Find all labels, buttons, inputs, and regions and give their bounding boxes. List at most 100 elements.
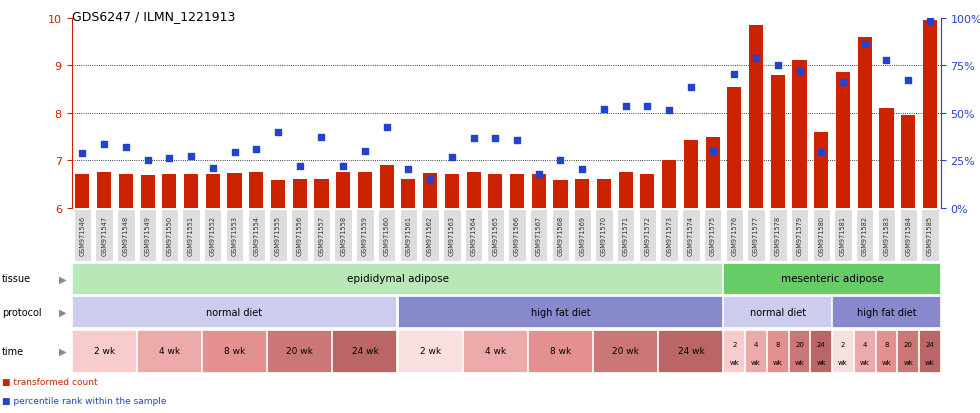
FancyBboxPatch shape — [421, 210, 439, 261]
Bar — [575, 179, 589, 209]
Text: time: time — [2, 346, 24, 356]
FancyBboxPatch shape — [832, 297, 940, 327]
FancyBboxPatch shape — [443, 210, 461, 261]
Text: GSM971564: GSM971564 — [470, 216, 476, 255]
Bar — [270, 180, 285, 209]
Text: GSM971551: GSM971551 — [188, 216, 194, 255]
FancyBboxPatch shape — [834, 210, 852, 261]
FancyBboxPatch shape — [767, 330, 788, 372]
Bar — [836, 73, 850, 209]
FancyBboxPatch shape — [919, 330, 940, 372]
Text: GSM971562: GSM971562 — [427, 216, 433, 255]
Point — [835, 79, 851, 86]
Point — [226, 149, 242, 156]
Text: GSM971546: GSM971546 — [79, 216, 85, 255]
Bar — [119, 174, 133, 209]
Bar — [488, 174, 503, 209]
Text: 2 wk: 2 wk — [93, 347, 115, 356]
Point — [335, 164, 351, 170]
Text: GSM971583: GSM971583 — [884, 216, 890, 255]
Text: GSM971556: GSM971556 — [297, 216, 303, 255]
Point — [770, 63, 786, 69]
Text: wk: wk — [816, 359, 826, 366]
Text: GSM971561: GSM971561 — [406, 216, 412, 255]
FancyBboxPatch shape — [118, 210, 134, 261]
Point — [531, 171, 547, 178]
Text: normal diet: normal diet — [750, 307, 806, 317]
FancyBboxPatch shape — [723, 297, 831, 327]
Point — [683, 84, 699, 91]
Point — [466, 135, 481, 142]
Point — [705, 148, 720, 155]
Bar — [749, 26, 763, 209]
Point — [640, 103, 656, 110]
FancyBboxPatch shape — [182, 210, 200, 261]
Text: wk: wk — [729, 359, 739, 366]
FancyBboxPatch shape — [398, 297, 722, 327]
FancyBboxPatch shape — [832, 330, 853, 372]
Text: GSM971578: GSM971578 — [775, 216, 781, 255]
Text: high fat diet: high fat diet — [857, 307, 916, 317]
Point — [379, 125, 395, 131]
FancyBboxPatch shape — [723, 330, 744, 372]
Bar — [640, 174, 655, 209]
Bar — [727, 88, 742, 209]
Text: wk: wk — [882, 359, 892, 366]
Point — [444, 154, 460, 161]
Point — [879, 58, 895, 64]
FancyBboxPatch shape — [595, 210, 612, 261]
Text: 20: 20 — [795, 341, 804, 347]
Point — [96, 141, 112, 148]
FancyBboxPatch shape — [528, 330, 592, 372]
FancyBboxPatch shape — [137, 330, 201, 372]
Text: 24: 24 — [925, 341, 934, 347]
FancyBboxPatch shape — [509, 210, 525, 261]
Bar — [184, 174, 198, 209]
Text: 8: 8 — [884, 341, 889, 347]
Text: 4: 4 — [754, 341, 759, 347]
Point — [292, 164, 308, 170]
Text: normal diet: normal diet — [207, 307, 263, 317]
FancyBboxPatch shape — [789, 330, 809, 372]
FancyBboxPatch shape — [332, 330, 397, 372]
Text: GSM971560: GSM971560 — [383, 216, 390, 255]
FancyBboxPatch shape — [268, 330, 331, 372]
Text: 4: 4 — [862, 341, 867, 347]
Text: GSM971575: GSM971575 — [710, 216, 715, 255]
FancyBboxPatch shape — [769, 210, 787, 261]
Text: GSM971565: GSM971565 — [492, 216, 498, 255]
FancyBboxPatch shape — [248, 210, 265, 261]
Text: GSM971576: GSM971576 — [731, 216, 737, 255]
Text: ■ percentile rank within the sample: ■ percentile rank within the sample — [2, 396, 167, 405]
Bar — [402, 179, 416, 209]
Text: GSM971548: GSM971548 — [122, 216, 128, 255]
Text: wk: wk — [773, 359, 783, 366]
Point — [662, 108, 677, 114]
FancyBboxPatch shape — [313, 210, 330, 261]
Text: GSM971552: GSM971552 — [210, 216, 216, 255]
Text: 24: 24 — [817, 341, 826, 347]
Point — [574, 166, 590, 173]
FancyBboxPatch shape — [573, 210, 591, 261]
Text: 8 wk: 8 wk — [223, 347, 245, 356]
Text: GSM971569: GSM971569 — [579, 216, 585, 255]
Point — [553, 158, 568, 164]
Bar — [293, 179, 307, 209]
FancyBboxPatch shape — [682, 210, 700, 261]
Text: GSM971555: GSM971555 — [275, 216, 281, 255]
FancyBboxPatch shape — [593, 330, 658, 372]
FancyBboxPatch shape — [161, 210, 178, 261]
FancyBboxPatch shape — [661, 210, 678, 261]
FancyBboxPatch shape — [748, 210, 764, 261]
Text: GSM971580: GSM971580 — [818, 216, 824, 255]
Text: ▶: ▶ — [59, 346, 67, 356]
FancyBboxPatch shape — [530, 210, 548, 261]
Bar — [902, 116, 915, 209]
Text: ■ transformed count: ■ transformed count — [2, 377, 98, 386]
Bar — [793, 61, 807, 209]
Bar — [923, 21, 937, 209]
Point — [74, 151, 90, 157]
Bar — [597, 179, 611, 209]
Bar — [336, 173, 350, 209]
Bar — [445, 174, 459, 209]
